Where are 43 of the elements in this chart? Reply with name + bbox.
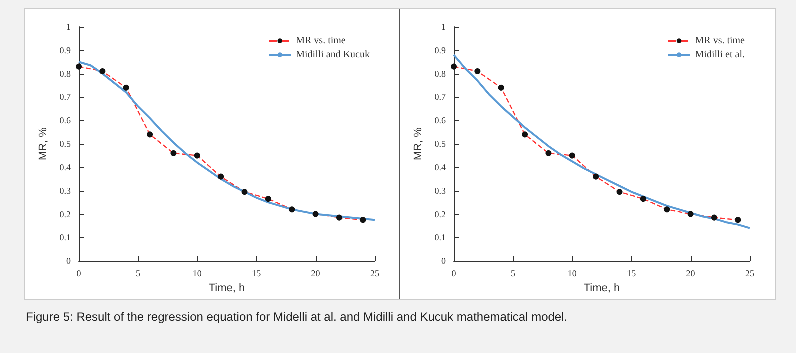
y-tick-label: 0.2: [434, 209, 446, 220]
y-tick-label: 0.7: [60, 92, 72, 102]
x-axis-title: Time, h: [584, 282, 620, 294]
x-tick-label: 5: [136, 268, 141, 279]
x-axis-title: Time, h: [208, 282, 246, 294]
legend-label: MR vs. time: [695, 36, 746, 46]
y-tick-label: 0.6: [434, 116, 446, 126]
x-tick-label: 15: [252, 268, 262, 279]
y-tick-label: 0.8: [60, 68, 72, 79]
y-axis-title: MR, %: [412, 127, 424, 161]
y-tick-label: 0.7: [434, 92, 446, 102]
x-tick-label: 15: [627, 268, 637, 279]
y-tick-label: 0.3: [434, 186, 446, 196]
x-tick-label: 0: [76, 268, 82, 279]
y-tick-label: 0.1: [60, 232, 71, 243]
legend-label: MR vs. time: [296, 36, 346, 46]
y-tick-label: 0.5: [60, 139, 72, 150]
y-tick-label: 0.8: [434, 68, 446, 79]
x-tick-label: 0: [452, 268, 457, 279]
y-tick-label: 0.9: [60, 45, 72, 56]
y-tick-label: 0.2: [60, 209, 71, 220]
x-tick-label: 25: [746, 268, 755, 279]
x-tick-label: 10: [568, 268, 578, 279]
y-tick-label: 0.5: [434, 139, 446, 150]
y-tick-label: 0.9: [434, 45, 446, 56]
legend-label: Midilli et al.: [695, 50, 745, 60]
x-tick-label: 10: [192, 268, 202, 279]
y-tick-label: 0: [442, 256, 446, 266]
y-tick-label: 0.1: [434, 232, 446, 243]
x-tick-label: 5: [510, 268, 516, 279]
y-tick-label: 0.4: [434, 162, 446, 172]
y-tick-label: 1: [66, 22, 71, 32]
x-tick-label: 20: [686, 268, 696, 279]
y-tick-label: 0.6: [60, 116, 72, 126]
y-tick-label: 0: [66, 256, 72, 266]
legend-label: Midilli and Kucuk: [296, 50, 370, 60]
y-axis-title: MR, %: [37, 127, 50, 161]
y-tick-label: 0.4: [60, 162, 72, 172]
x-tick-label: 20: [311, 268, 321, 279]
y-tick-label: 1: [442, 22, 446, 32]
caption: Figure 5: Result of the regression equation for Midelli at al. and Midilli and Kucuk mathematical model.: [26, 310, 569, 324]
x-tick-label: 25: [370, 268, 380, 279]
y-tick-label: 0.3: [60, 186, 72, 196]
